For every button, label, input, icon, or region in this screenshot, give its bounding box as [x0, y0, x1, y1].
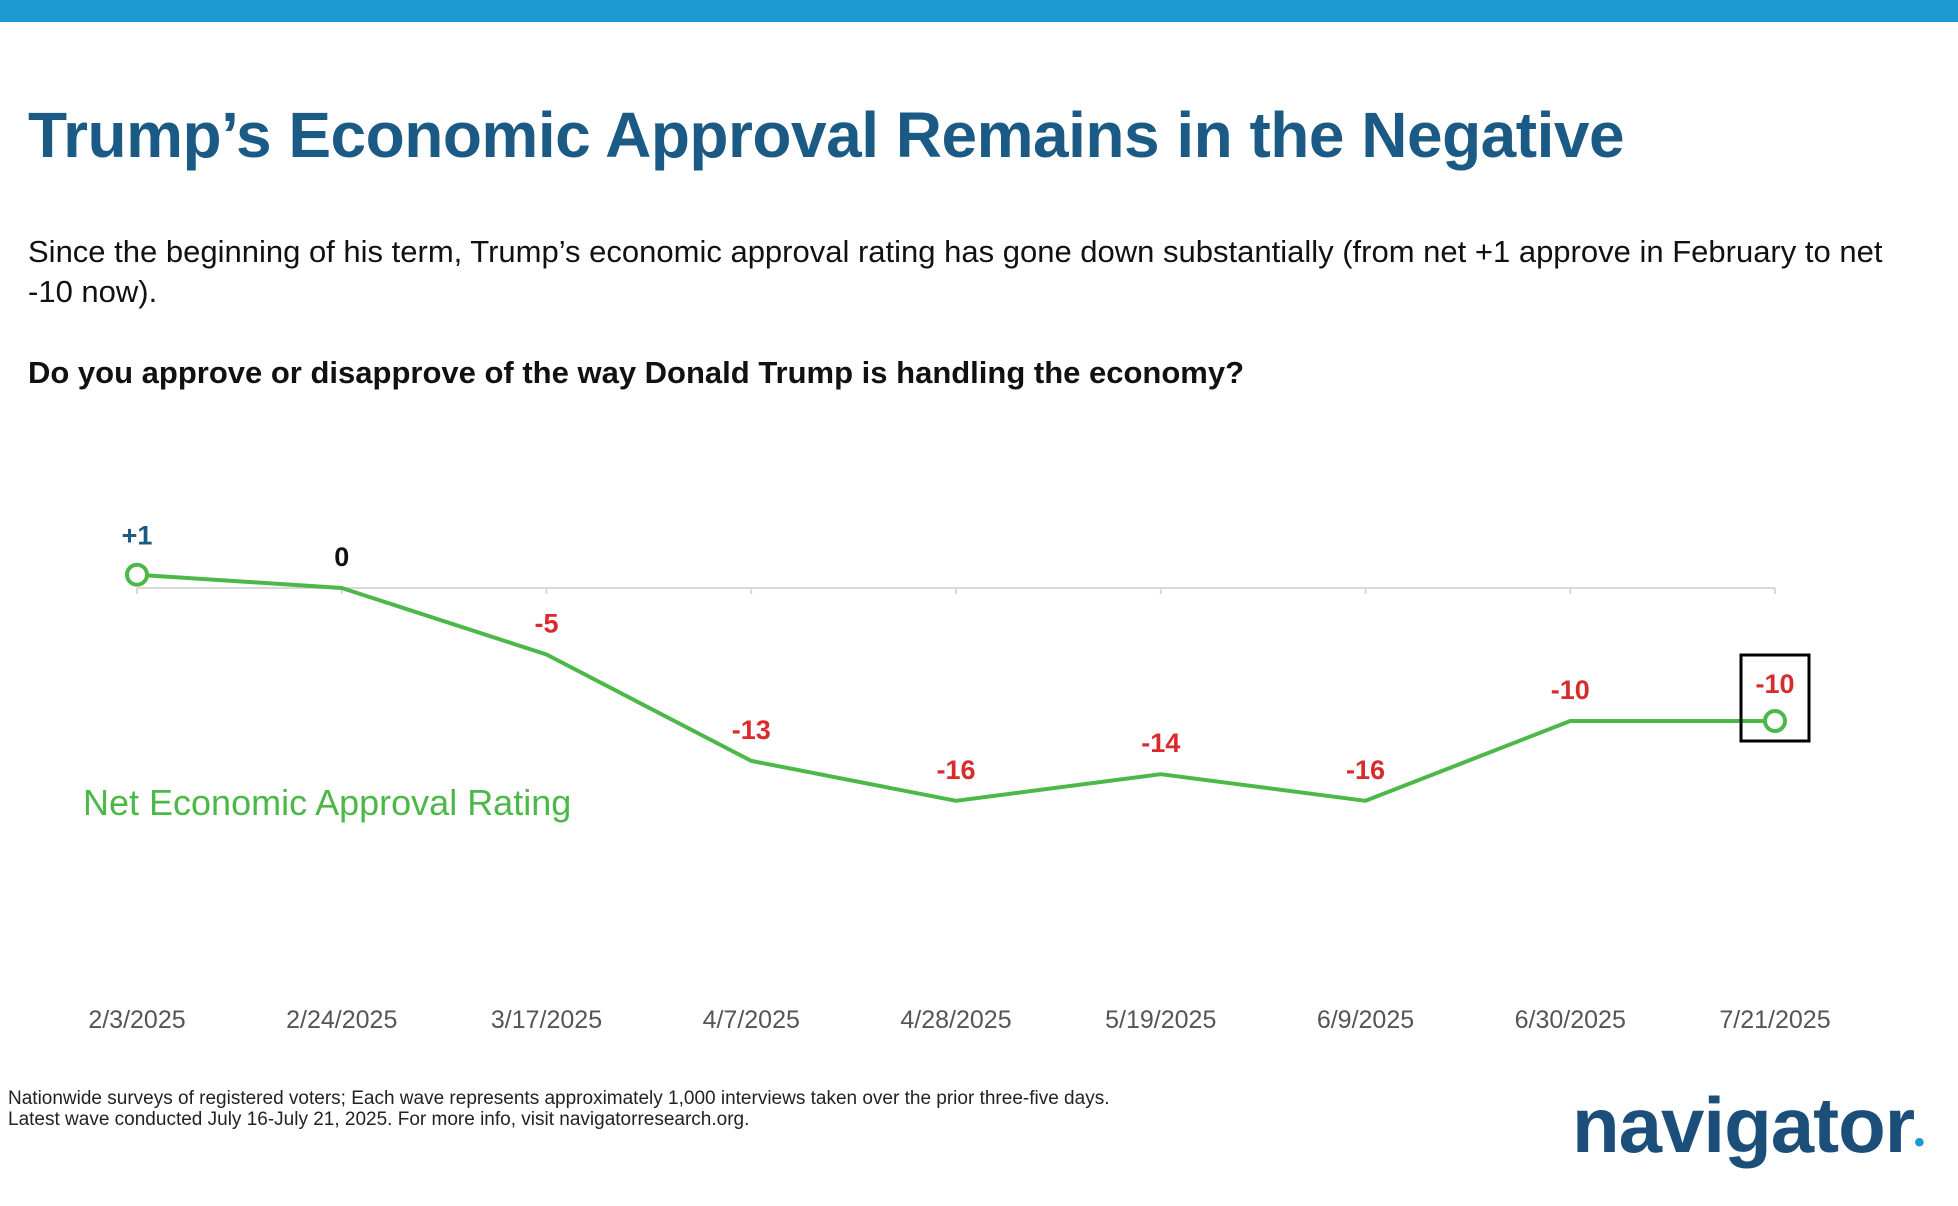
x-tick-label: 4/28/2025 [900, 1006, 1011, 1034]
slide-title: Trump’s Economic Approval Remains in the… [28, 99, 1625, 171]
logo-dot: • [1914, 1126, 1924, 1159]
series-line [136, 572, 1775, 803]
data-label: -13 [732, 715, 771, 745]
series-name-label: Net Economic Approval Rating [83, 782, 571, 823]
footnote: Nationwide surveys of registered voters;… [8, 1088, 1109, 1130]
data-label: -14 [1141, 728, 1180, 758]
slide-subtitle: Since the beginning of his term, Trump’s… [28, 234, 1883, 309]
footnote-line-2: Latest wave conducted July 16-July 21, 2… [8, 1109, 750, 1130]
data-label: 0 [334, 542, 349, 572]
x-tick-label: 3/17/2025 [491, 1006, 602, 1034]
footnote-line-1: Nationwide surveys of registered voters;… [8, 1088, 1110, 1109]
navigator-logo: navigator• [1572, 1080, 1925, 1171]
data-label: -16 [1346, 755, 1385, 785]
data-label: -10 [1755, 669, 1794, 699]
x-tick-label: 6/30/2025 [1515, 1006, 1626, 1034]
x-tick-label: 2/3/2025 [88, 1006, 185, 1034]
last-point-marker [1763, 709, 1787, 733]
x-tick-label: 6/9/2025 [1317, 1006, 1414, 1034]
data-label: -5 [534, 609, 558, 639]
first-point-marker [125, 562, 149, 587]
x-tick-label: 2/24/2025 [286, 1006, 397, 1034]
x-tick-label: 7/21/2025 [1719, 1006, 1830, 1034]
x-tick-label: 5/19/2025 [1105, 1006, 1216, 1034]
net-approval-line-chart: +1 0 -5 -13 -16 -14 -16 -10 -10 Net Economic Appr… [83, 521, 1831, 1034]
survey-question: Do you approve or disapprove of the way … [28, 355, 1245, 390]
logo-text: navigator [1572, 1081, 1915, 1169]
data-label: +1 [122, 521, 153, 551]
top-accent-bar [0, 0, 1958, 22]
x-tick-label: 4/7/2025 [703, 1006, 800, 1034]
data-label: -16 [936, 755, 975, 785]
data-label: -10 [1551, 675, 1590, 705]
latest-value-highlight-box [1739, 653, 1811, 743]
